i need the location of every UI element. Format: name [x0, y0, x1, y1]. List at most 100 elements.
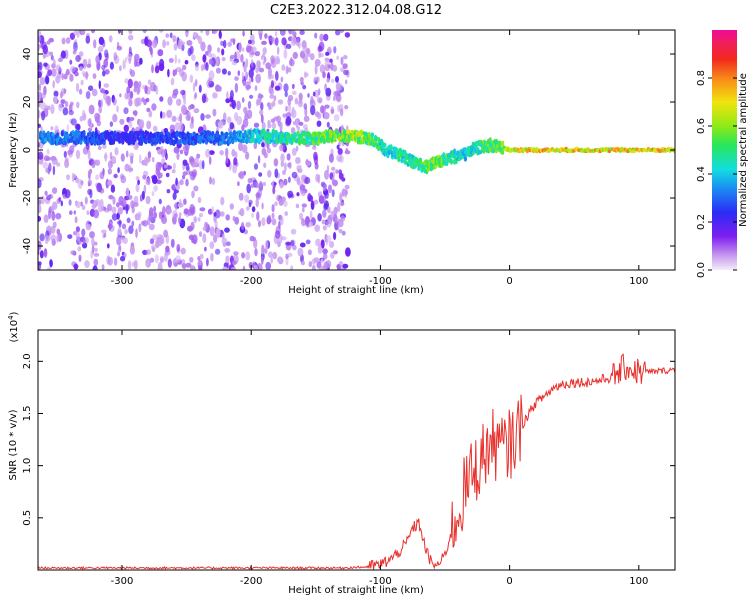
spectrogram-noise-cell [303, 103, 308, 110]
spectrogram-noise-cell [193, 216, 197, 224]
spectrogram-noise-cell [265, 261, 272, 270]
spectrogram-noise-cell [261, 217, 266, 227]
x-tick-label: -300 [111, 276, 134, 287]
spectrogram-noise-cell [42, 161, 48, 169]
spectrogram-noise-cell [330, 62, 334, 71]
spectrogram-noise-cell [283, 83, 289, 93]
spectrogram-noise-cell [111, 156, 116, 163]
spectrogram-noise-cell [82, 242, 88, 249]
spectrogram-noise-cell [117, 167, 120, 174]
spectrogram-noise-cell [245, 71, 249, 81]
spectrogram-noise-cell [344, 79, 348, 85]
spectrogram-noise-cell [297, 247, 304, 257]
spectrogram-noise-cell [339, 67, 345, 72]
spectrogram-noise-cell [335, 169, 339, 174]
spectrogram-noise-cell [60, 200, 63, 207]
spectrogram-noise-cell [171, 168, 176, 174]
spectrogram-noise-cell [150, 81, 156, 92]
spectrogram-noise-cell [325, 219, 332, 228]
spectrogram-noise-cell [344, 184, 350, 190]
spectrogram-ridge-cell [395, 148, 399, 154]
spectrogram-noise-cell [144, 85, 148, 94]
figure-title: C2E3.2022.312.04.08.G12 [270, 3, 442, 18]
spectrogram-ridge-cell [322, 138, 326, 145]
spectrogram-noise-cell [260, 255, 264, 265]
spectrogram-noise-cell [189, 74, 194, 83]
spectrogram-noise-cell [302, 44, 308, 54]
spectrogram-noise-cell [93, 241, 98, 246]
spectrogram-noise-cell [108, 194, 114, 200]
spectrogram-noise-cell [330, 108, 335, 114]
spectrogram-noise-cell [157, 172, 163, 179]
spectrogram-noise-cell [197, 217, 201, 222]
spectrogram-noise-cell [179, 212, 182, 218]
spectrogram-noise-cell [104, 69, 110, 75]
spectrogram-noise-cell [40, 195, 45, 205]
spectrogram-noise-cell [257, 155, 261, 164]
spectrogram-noise-cell [291, 147, 297, 156]
spectrogram-noise-cell [225, 214, 230, 221]
spectrogram-noise-cell [241, 252, 246, 259]
spectrogram-noise-cell [109, 121, 114, 127]
spectrogram-noise-cell [69, 32, 75, 40]
spectrogram-noise-cell [174, 88, 178, 94]
spectrogram-ridge-cell [460, 155, 464, 159]
spectrogram-noise-cell [158, 234, 165, 245]
spectrogram-noise-cell [64, 157, 69, 162]
spectrogram-noise-cell [107, 256, 113, 266]
spectrogram-noise-cell [157, 162, 163, 168]
spectrogram-noise-cell [202, 233, 207, 244]
spectrogram-noise-cell [287, 103, 292, 113]
spectrogram-noise-cell [77, 179, 83, 189]
spectrogram-noise-cell [166, 165, 172, 170]
spectrogram-noise-cell [298, 164, 302, 174]
spectrogram-noise-cell [65, 68, 70, 76]
spectrogram-noise-cell [141, 190, 145, 200]
spectrogram-ridge-cell [223, 140, 227, 145]
spectrogram-noise-cell [87, 179, 92, 187]
spectrogram-noise-cell [322, 253, 328, 260]
spectrogram-ridge-cell [225, 131, 229, 137]
spectrogram-noise-cell [326, 78, 330, 83]
spectrogram-noise-cell [102, 70, 106, 77]
colorbar-tick-label: 0.8 [696, 70, 707, 86]
spectrogram-noise-cell [216, 231, 220, 239]
spectrogram-noise-cell [248, 39, 252, 45]
spectrogram-noise-cell [301, 260, 305, 266]
spectrogram-noise-cell [219, 211, 225, 217]
spectrogram-noise-cell [254, 248, 258, 257]
snr-xlabel: Height of straight line (km) [288, 585, 424, 596]
spectrogram-ridge-cell [167, 132, 171, 139]
spectrogram-noise-cell [64, 189, 71, 199]
spectrogram-noise-cell [125, 187, 130, 197]
spectrogram-noise-cell [153, 211, 157, 219]
spectrogram-noise-cell [152, 39, 158, 49]
spectrogram-noise-cell [295, 145, 299, 152]
spectrogram-noise-cell [48, 194, 54, 200]
spectrogram-noise-cell [55, 212, 62, 220]
spectrogram-ridge-cell [243, 129, 247, 137]
spectrogram-noise-cell [123, 124, 129, 133]
spectrogram-noise-cell [78, 254, 82, 262]
spectrogram-noise-cell [84, 260, 90, 269]
spectrogram-noise-cell [176, 243, 181, 253]
spectrogram-noise-cell [335, 76, 339, 83]
spectrogram-ridge-cell [56, 132, 60, 138]
spectrogram-noise-cell [165, 245, 170, 253]
spectrogram-noise-cell [40, 101, 46, 110]
spectrogram-noise-cell [173, 43, 178, 51]
spectrogram-noise-cell [38, 204, 42, 214]
spectrogram-noise-cell [177, 58, 181, 64]
spectrogram-noise-cell [158, 63, 165, 72]
spectrogram-noise-cell [166, 208, 172, 214]
snr-axes: -300 -200 -100 0 100 0.5 1.0 1.5 2.0 [22, 330, 675, 587]
spectrogram-noise-cell [319, 265, 325, 270]
spectrogram-ridge-cell [201, 138, 205, 144]
spectrogram-noise-cell [161, 217, 165, 222]
spectrogram-noise-cell [322, 183, 327, 192]
spectrogram-noise-cell [166, 41, 170, 46]
spectrogram-noise-cell [274, 37, 279, 46]
spectrogram-noise-cell [95, 174, 99, 181]
spectrogram-ridge-cell [479, 139, 483, 144]
